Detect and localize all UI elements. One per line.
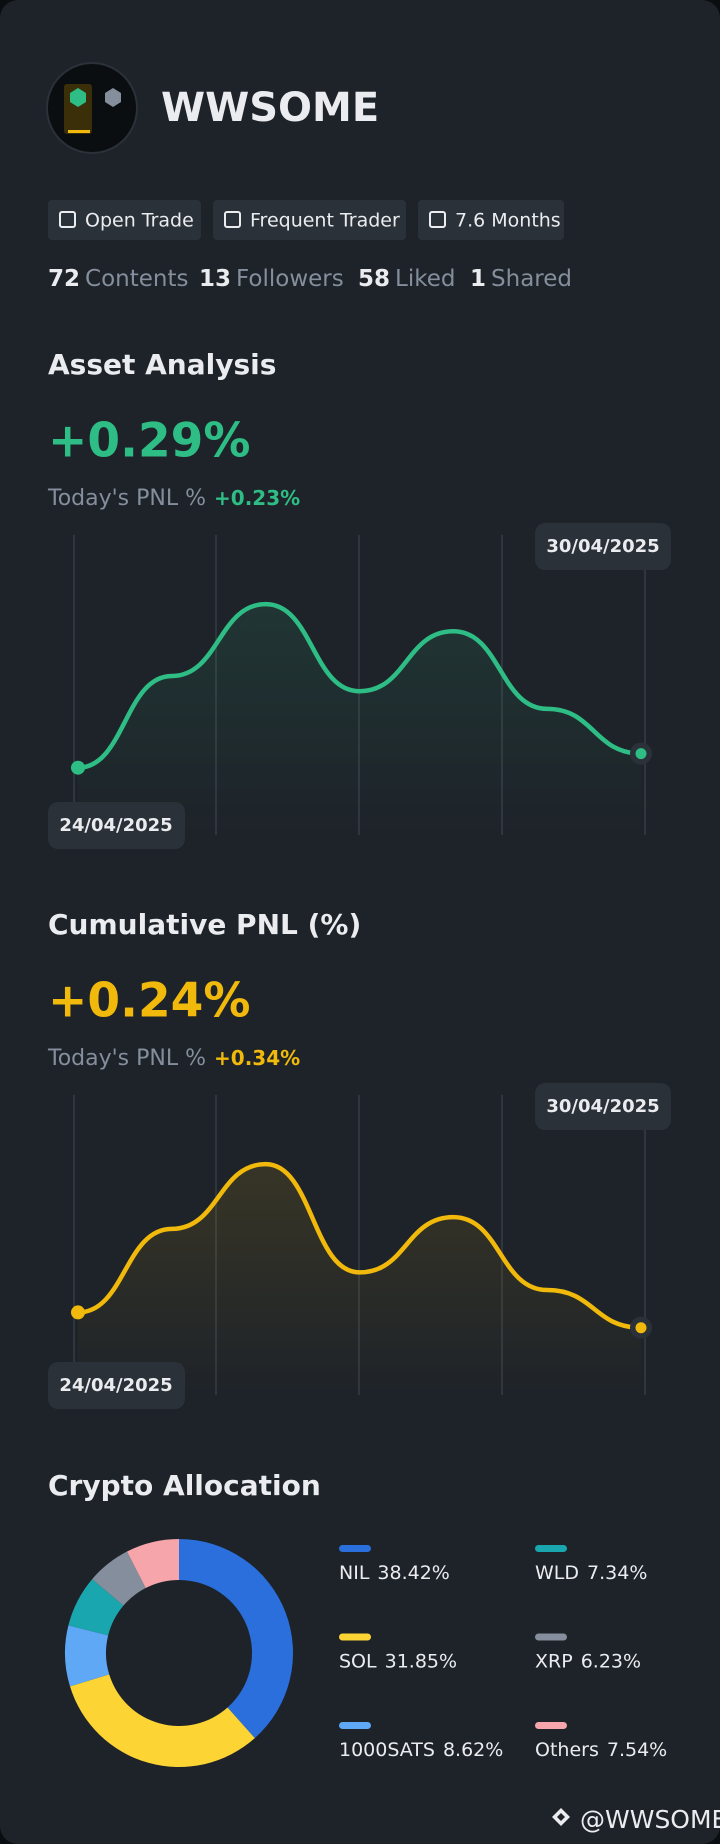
date-tooltip [535, 1083, 671, 1130]
stat-label: Followers [236, 266, 344, 292]
stat-label: Liked [395, 266, 455, 292]
today-pnl: Today's PNL % +0.23% [47, 486, 300, 512]
stat-label: Contents [85, 266, 188, 292]
start-point [71, 1305, 85, 1320]
start-date: 24/04/2025 [59, 815, 172, 836]
line-area [78, 1164, 641, 1395]
date-tooltip [48, 1362, 185, 1409]
date-tooltip [535, 523, 671, 570]
donut-slice [68, 1579, 124, 1636]
start-point [71, 760, 85, 775]
end-point-core [635, 1322, 647, 1334]
badge-label: Frequent Trader [250, 210, 400, 232]
legend-value: 7.54% [607, 1739, 667, 1761]
badge-label: Open Trade [85, 210, 194, 232]
line [75, 601, 644, 770]
badge-label: 7.6 Months [455, 210, 561, 232]
date-tooltip [48, 802, 185, 849]
today-value: +0.23% [214, 486, 300, 510]
legend-entry: XRP 6.23% [535, 1650, 641, 1672]
legend-entry: 1000SATS 8.62% [339, 1739, 503, 1761]
badge [48, 200, 201, 240]
legend-name: 1000SATS [339, 1739, 435, 1761]
donut-slice [92, 1551, 146, 1606]
legend-name: NIL [339, 1562, 370, 1584]
end-point-core [635, 748, 647, 760]
stat-value: 1 [470, 266, 486, 292]
legend-swatch [535, 1722, 567, 1729]
today-pnl: Today's PNL % +0.34% [47, 1046, 300, 1072]
section-title: Cumulative PNL (%) [48, 908, 361, 941]
legend-entry: SOL 31.85% [339, 1650, 457, 1672]
legend-value: 6.23% [581, 1650, 641, 1672]
headline-change: +0.29% [48, 414, 250, 469]
donut-slice [65, 1625, 110, 1687]
badge [213, 200, 406, 240]
stat-label: Shared [491, 266, 572, 292]
legend-value: 31.85% [385, 1650, 457, 1672]
today-value: +0.34% [214, 1046, 300, 1070]
legend-swatch [535, 1545, 567, 1552]
stat-value: 13 [199, 266, 231, 292]
today-label: Today's PNL % [47, 1046, 206, 1071]
footer-handle: @WWSOME [580, 1805, 720, 1834]
legend-value: 8.62% [443, 1739, 503, 1761]
end-date: 30/04/2025 [546, 536, 659, 557]
section-title: Asset Analysis [48, 348, 276, 381]
badge-icon [429, 211, 446, 228]
donut-slice [126, 1539, 179, 1589]
line [75, 1161, 644, 1330]
today-label: Today's PNL % [47, 486, 206, 511]
donut-slice [69, 1674, 255, 1767]
badge [418, 200, 564, 240]
stat-value: 72 [48, 266, 80, 292]
legend-name: SOL [339, 1650, 377, 1672]
legend-name: XRP [535, 1650, 573, 1672]
badge-icon [224, 211, 241, 228]
stat-value: 58 [358, 266, 390, 292]
legend-entry: NIL 38.42% [339, 1562, 450, 1584]
donut-slice [179, 1539, 294, 1739]
legend-swatch [535, 1633, 567, 1641]
footer-logo [552, 1808, 570, 1826]
stats: 72 Contents 13 Followers 58 Liked 1 Shared [48, 266, 572, 292]
headline-change: +0.24% [48, 974, 250, 1029]
line-area [78, 604, 641, 835]
legend-name: WLD [535, 1562, 579, 1584]
avatar [46, 62, 138, 154]
start-date: 24/04/2025 [59, 1375, 172, 1396]
legend-swatch [339, 1545, 371, 1552]
section-title: Crypto Allocation [48, 1469, 321, 1502]
legend-entry: Others 7.54% [535, 1739, 667, 1761]
legend-entry: WLD 7.34% [535, 1562, 647, 1584]
end-date: 30/04/2025 [546, 1096, 659, 1117]
legend-swatch [339, 1722, 371, 1729]
legend-value: 7.34% [587, 1562, 647, 1584]
legend-name: Others [535, 1739, 599, 1761]
legend-swatch [339, 1633, 371, 1641]
badge-icon [59, 211, 76, 228]
legend-value: 38.42% [377, 1562, 449, 1584]
profile-name: WWSOME [161, 85, 379, 131]
